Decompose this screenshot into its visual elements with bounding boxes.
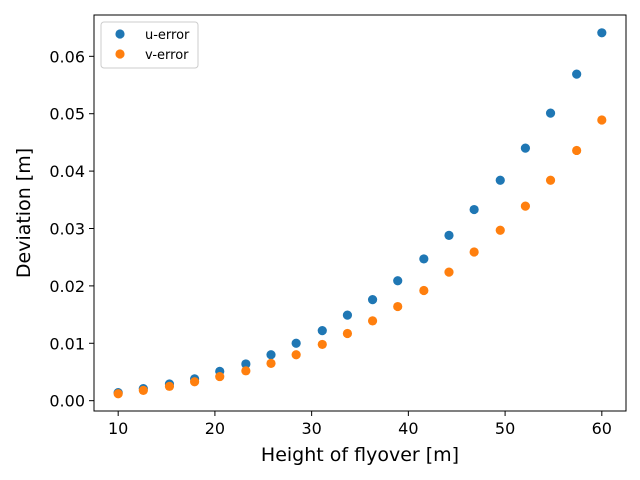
plot-marks [113,28,607,399]
data-point [113,389,123,399]
data-point [291,338,301,348]
data-point [419,285,429,296]
data-point [597,28,607,38]
data-point [572,145,582,156]
data-point [164,381,175,391]
x-tick-label: 40 [398,419,418,438]
data-point [520,143,531,153]
x-axis-label: Height of flyover [m] [261,444,459,466]
data-point [241,366,251,376]
data-point [545,175,556,185]
legend-entry: v-error [145,48,189,63]
legend-box [100,21,199,69]
series-u-error [113,28,607,398]
legend-marker [115,49,125,59]
data-point [545,108,556,118]
data-point [572,69,582,79]
y-tick-label: 0.05 [49,105,85,124]
x-tick-label: 10 [108,419,128,438]
x-tick-label: 60 [592,419,612,438]
x-tick-label: 20 [205,419,225,438]
data-point [138,385,148,395]
data-point [266,358,276,368]
data-point [342,310,353,320]
y-tick-label: 0.01 [49,334,85,353]
legend: u-error v-error [100,21,199,69]
y-tick-label: 0.03 [49,219,85,238]
data-point [393,276,403,286]
data-point [342,328,353,339]
data-point [419,254,429,264]
data-point [393,301,403,312]
data-point [215,371,225,382]
legend-marker [115,29,125,39]
y-axis: 0.00 0.01 0.02 0.03 0.04 0.05 0.06 [49,47,94,411]
data-point [241,359,251,369]
y-axis-label: Deviation [m] [13,148,35,278]
data-point [469,247,479,257]
data-point [495,175,505,185]
x-axis: 10 20 30 40 50 60 [108,411,612,438]
data-point [444,267,454,277]
data-point [444,230,454,240]
data-point [317,326,327,336]
data-point [291,350,301,360]
data-point [367,295,378,305]
plot-area-frame [93,14,627,412]
legend-entry: u-error [145,28,190,43]
data-point [495,225,505,235]
y-tick-label: 0.06 [49,47,85,66]
data-point [597,115,607,125]
x-tick-label: 50 [495,419,515,438]
data-point [469,204,479,215]
data-point [367,316,378,326]
data-point [189,377,200,387]
series-v-error [113,115,607,399]
x-tick-label: 30 [301,419,321,438]
data-point [317,339,327,350]
y-tick-label: 0.02 [49,277,85,296]
y-tick-label: 0.04 [49,162,85,181]
y-tick-label: 0.00 [49,392,85,411]
data-point [266,350,276,360]
data-point [520,201,531,211]
